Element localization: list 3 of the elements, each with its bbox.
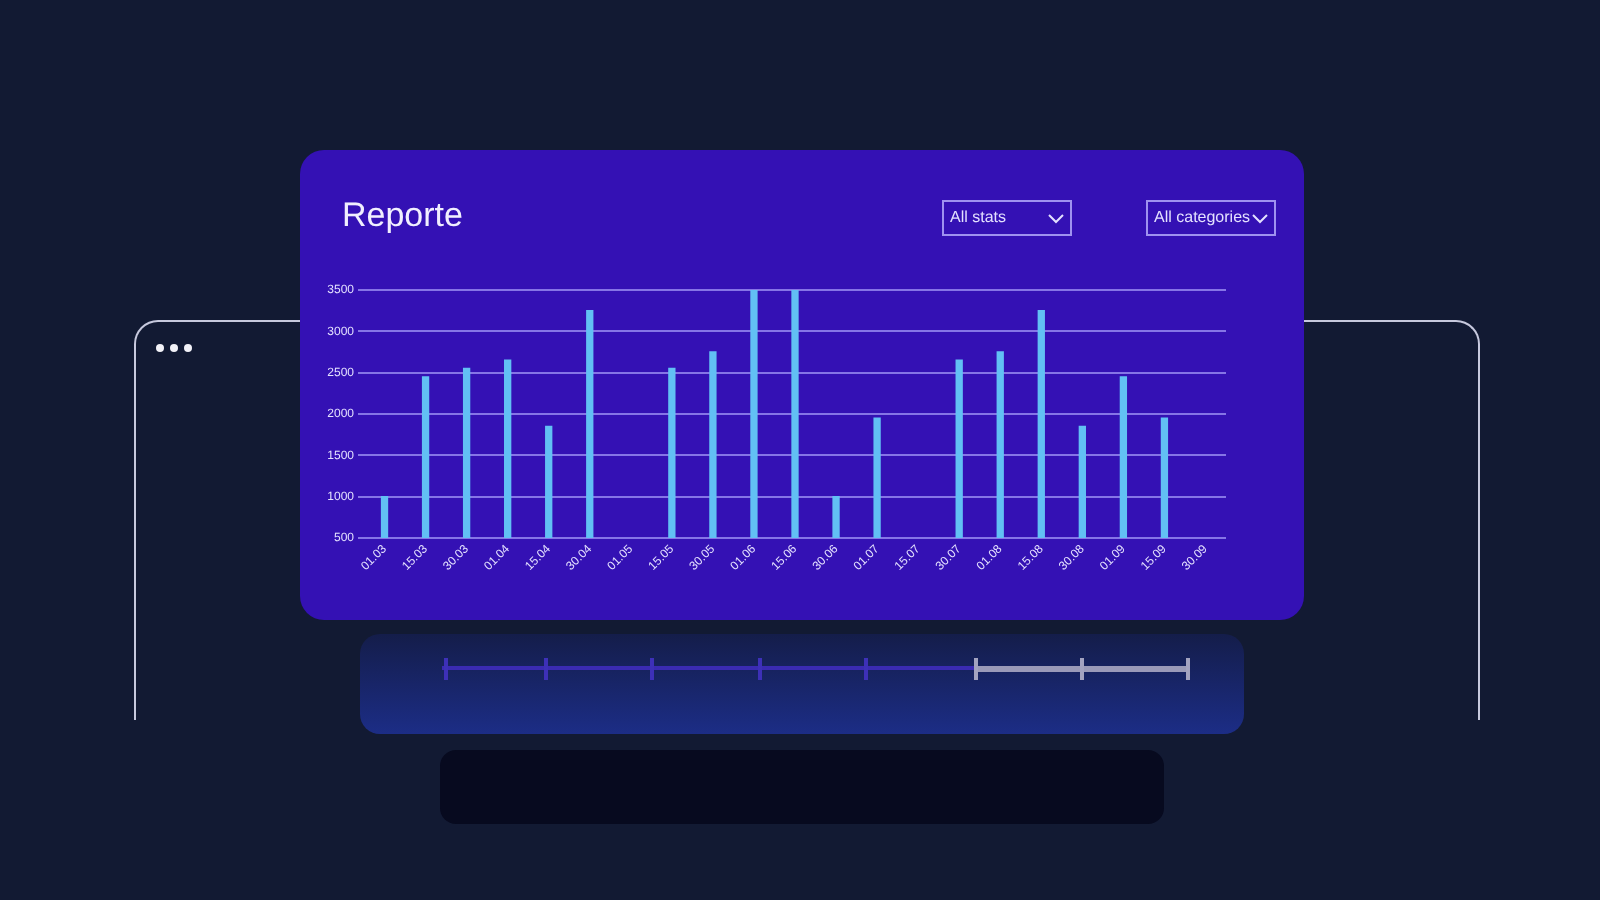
text: All stats	[950, 208, 1007, 228]
text: All categories	[1154, 208, 1251, 228]
chart-title: Reporte	[342, 196, 463, 236]
